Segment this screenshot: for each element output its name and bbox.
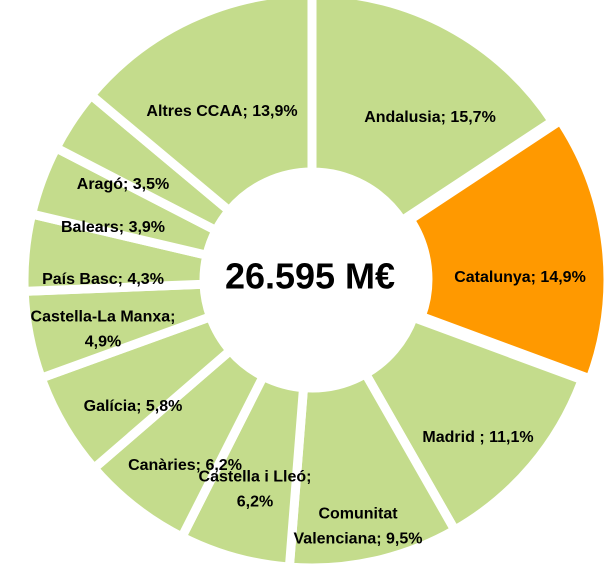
slice-label: Comunitat [318,506,398,523]
slices [19,0,608,573]
slice-label: 6,2% [237,494,273,511]
slice-label: Galícia; 5,8% [84,398,183,415]
slice-label: Castella-La Manxa; [31,309,176,326]
slice-label: Castella i Lleó; [199,469,312,486]
slice [359,311,588,537]
slice [84,0,317,218]
slice-label: Catalunya; 14,9% [454,269,586,286]
slice-label: Aragó; 3,5% [77,176,169,193]
slice-label: Altres CCAA; 13,9% [146,103,297,120]
slice-label: Balears; 3,9% [61,219,165,236]
slice [403,114,608,385]
slice-label: Canàries; 6,2% [128,457,242,474]
slice-label: 4,9% [85,334,121,351]
slice-label: Madrid ; 11,1% [422,429,533,446]
slice-label: Andalusia; 15,7% [364,109,496,126]
slice [284,367,461,573]
slice-label: Valenciana; 9,5% [294,531,423,548]
slice [307,0,559,227]
slice-label: País Basc; 4,3% [42,271,164,288]
center-label: 26.595 M€ [225,256,395,297]
